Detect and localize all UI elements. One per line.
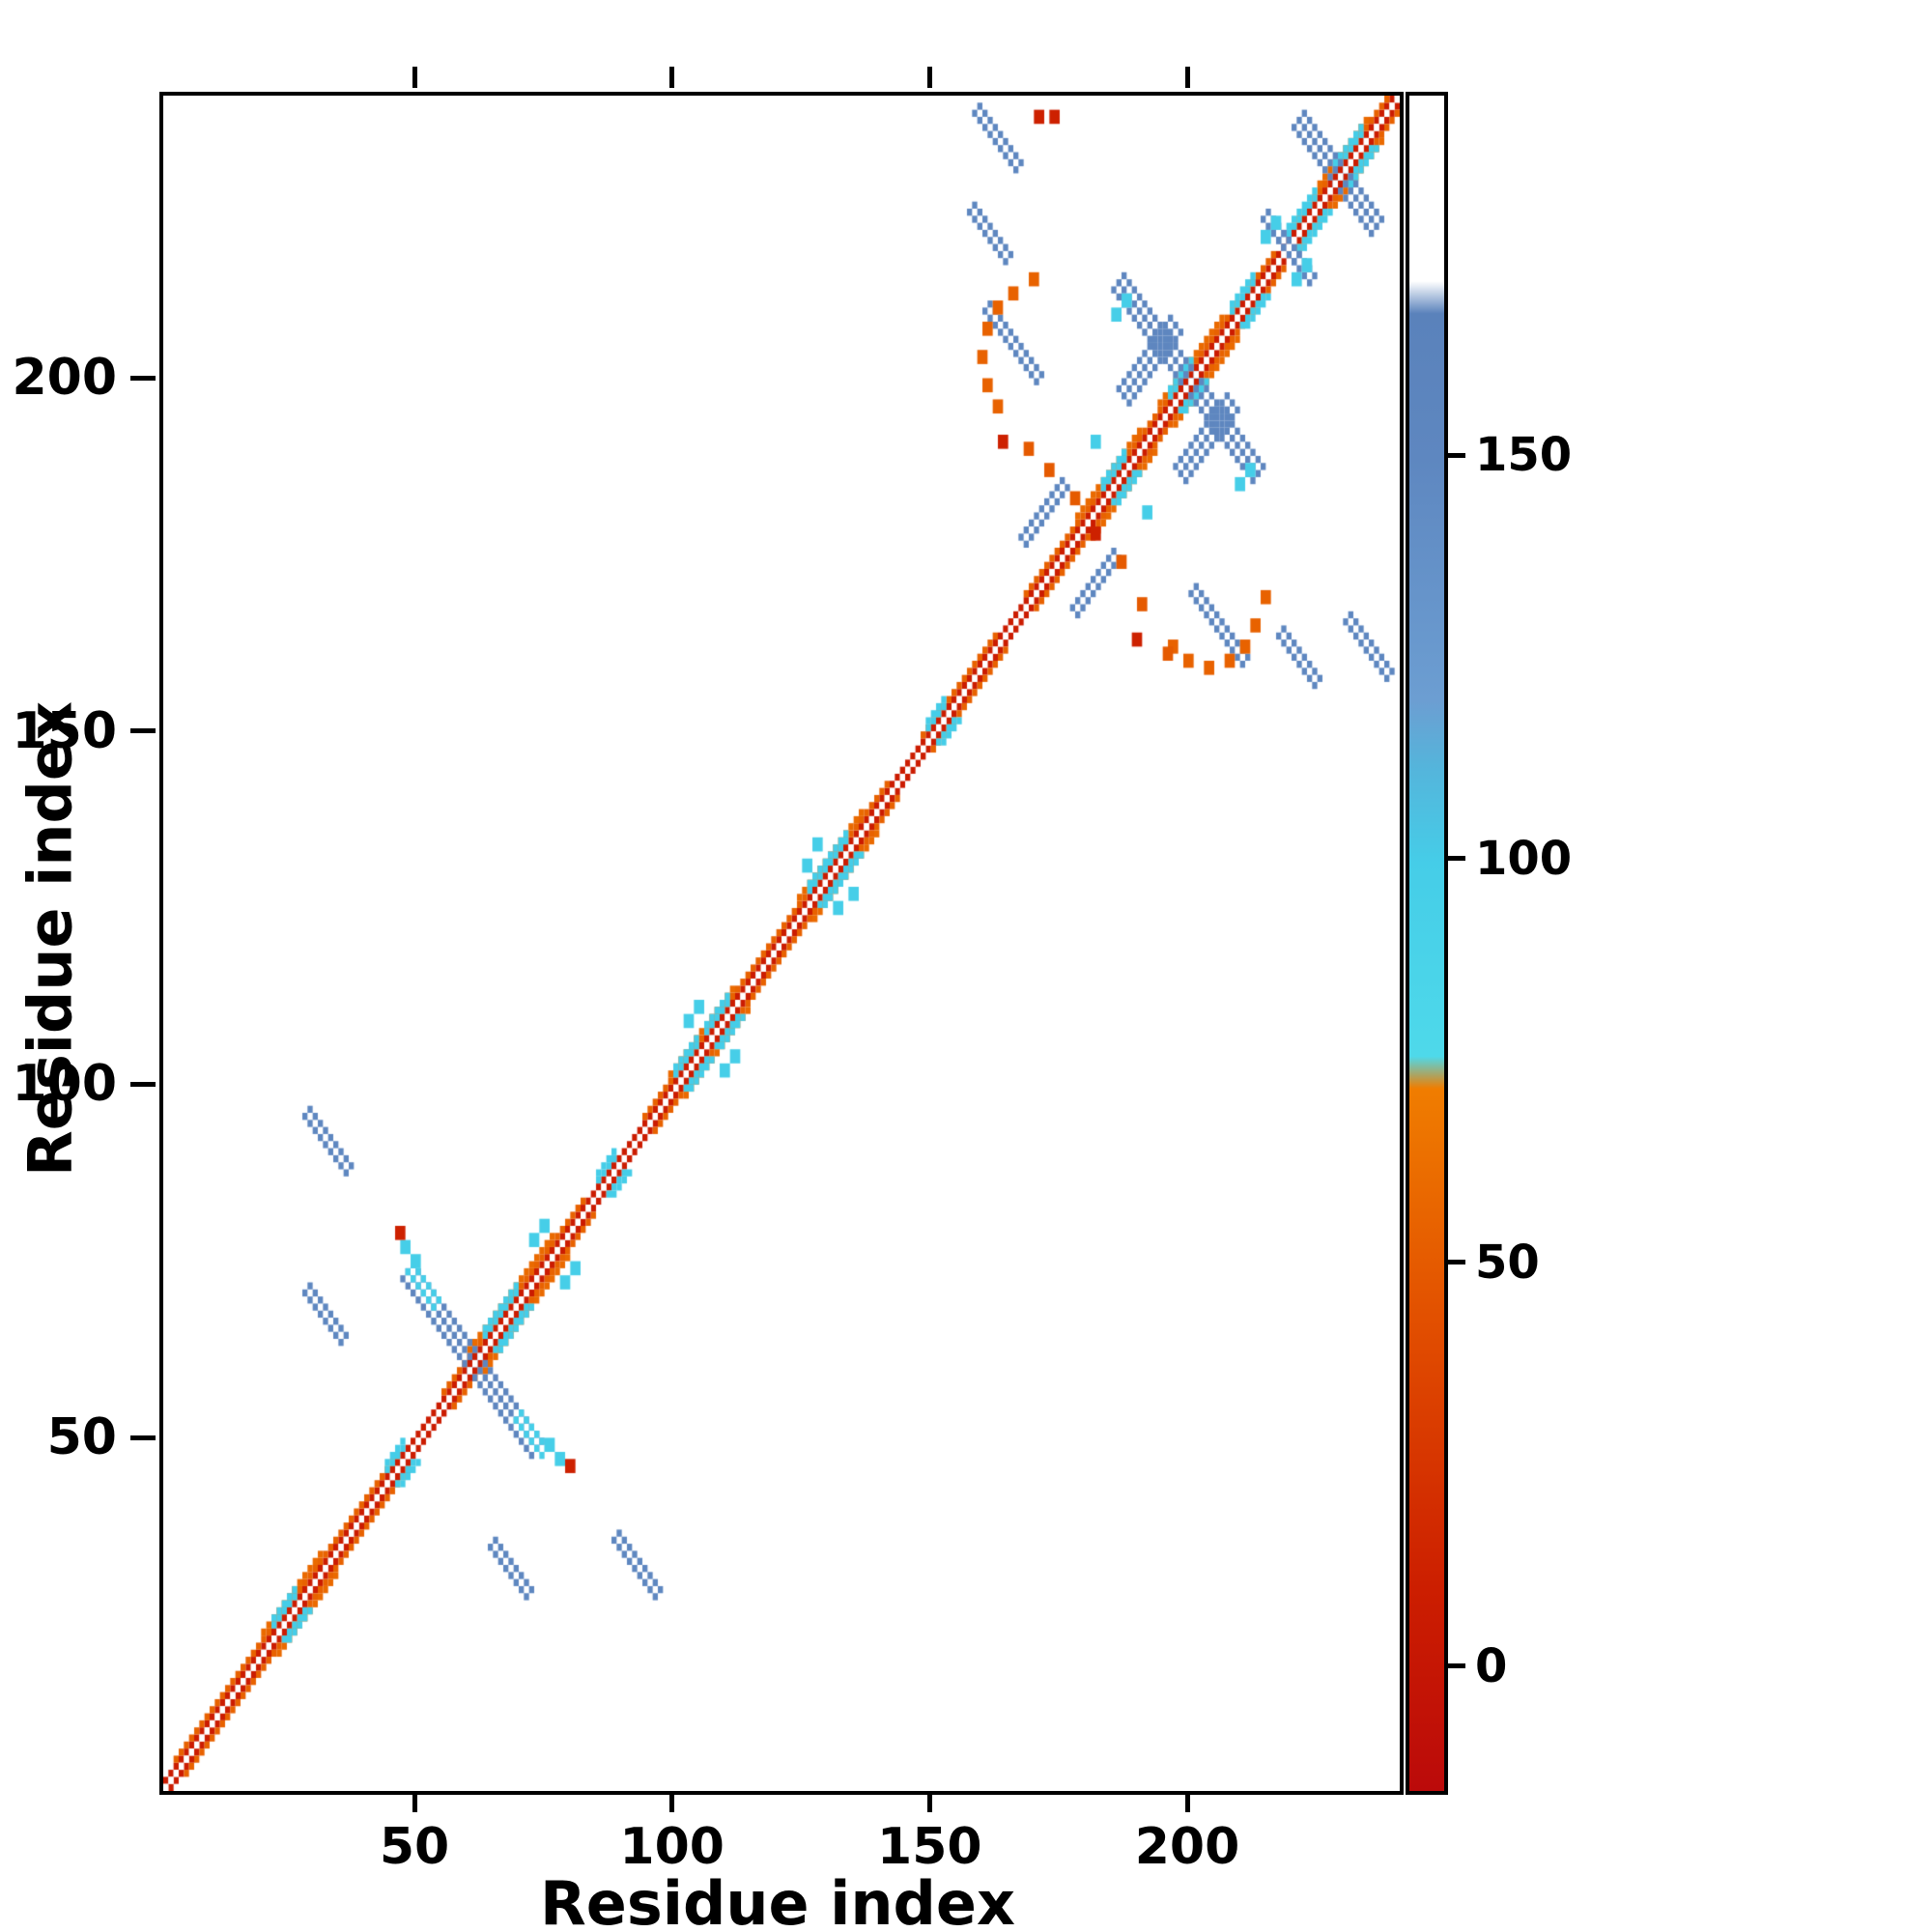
colorbar-tick-mark	[1448, 452, 1465, 458]
heatmap-canvas	[163, 96, 1400, 1791]
x-tick-label: 100	[619, 1818, 724, 1876]
x-tick-label: 150	[877, 1818, 982, 1876]
y-tick-label: 100	[12, 1055, 117, 1114]
x-tick-mark	[926, 1791, 932, 1812]
x-tick-mark-top	[926, 67, 932, 88]
colorbar-tick-mark	[1448, 1260, 1465, 1265]
x-tick-label: 200	[1134, 1818, 1240, 1876]
x-tick-mark	[412, 1791, 417, 1812]
y-tick-mark	[130, 375, 156, 381]
x-tick-mark	[1184, 1791, 1190, 1812]
x-tick-mark-top	[1184, 67, 1190, 88]
plot-area	[159, 92, 1404, 1795]
x-tick-mark-top	[412, 67, 417, 88]
y-tick-mark	[130, 728, 156, 734]
colorbar	[1406, 92, 1448, 1795]
colorbar-tick-mark	[1448, 1663, 1465, 1669]
colorbar-tick-label: 100	[1475, 831, 1573, 886]
y-tick-mark	[130, 1435, 156, 1440]
colorbar-tick-mark	[1448, 856, 1465, 862]
x-tick-mark	[669, 1791, 675, 1812]
y-tick-label: 200	[12, 349, 117, 408]
y-tick-mark	[130, 1081, 156, 1087]
colorbar-tick-label: 0	[1475, 1638, 1508, 1693]
y-tick-label: 50	[46, 1408, 117, 1467]
x-tick-mark-top	[669, 67, 675, 88]
y-tick-label: 150	[12, 701, 117, 760]
x-axis-label: Residue index	[540, 1868, 1015, 1932]
x-tick-label: 50	[379, 1818, 450, 1876]
colorbar-tick-label: 150	[1475, 428, 1573, 483]
colorbar-tick-label: 50	[1475, 1235, 1540, 1290]
